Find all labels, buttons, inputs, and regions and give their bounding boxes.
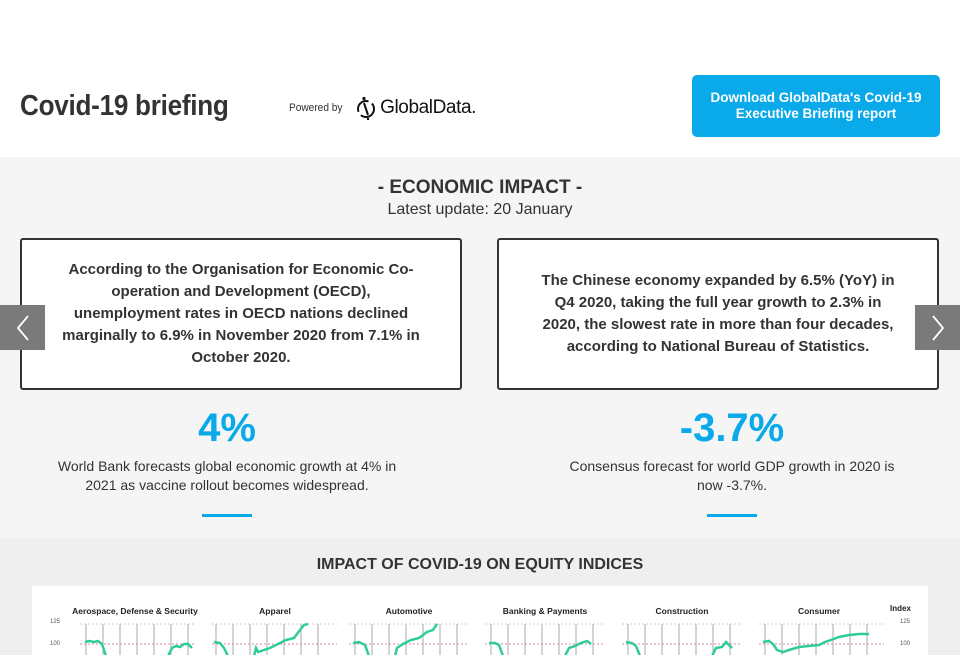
index-label: Index	[890, 604, 911, 613]
y-tick: 125	[50, 619, 61, 625]
mini-chart-title: Construction	[655, 606, 709, 616]
mini-chart: Banking & Payments	[480, 586, 610, 655]
globaldata-logo-icon	[357, 96, 376, 120]
brand-name: GlobalData.	[380, 97, 477, 118]
news-card-text: According to the Organisation for Econom…	[62, 261, 420, 366]
stat-block: -3.7% Consensus forecast for world GDP g…	[552, 405, 912, 517]
y-tick: 100	[50, 641, 61, 647]
mini-chart: Apparel	[210, 586, 340, 655]
mini-chart-title: Aerospace, Defense & Security	[72, 606, 198, 616]
mini-chart-title: Automotive	[385, 606, 433, 616]
powered-by-label: Powered by	[289, 102, 343, 114]
latest-update: Latest update: 20 January	[387, 201, 573, 218]
equity-charts-image: 125 100 Index 125 100 Aerospace, Defense…	[32, 586, 928, 655]
stat-description: Consensus forecast for world GDP growth …	[569, 458, 895, 493]
section-title: - ECONOMIC IMPACT -	[377, 177, 583, 198]
carousel-next-button[interactable]	[915, 305, 960, 350]
mini-chart-title: Banking & Payments	[502, 606, 588, 616]
mini-chart: Construction	[617, 586, 747, 655]
carousel-prev-button[interactable]	[0, 305, 45, 350]
stat-description: World Bank forecasts global economic gro…	[57, 458, 397, 493]
mini-chart: Aerospace, Defense & Security	[70, 586, 200, 655]
mini-chart: Consumer	[754, 586, 884, 655]
download-report-button[interactable]: Download GlobalData's Covid-19 Executive…	[692, 75, 940, 137]
stat-block: 4% World Bank forecasts global economic …	[47, 405, 407, 517]
stat-divider	[707, 514, 757, 517]
globaldata-logo[interactable]: GlobalData.	[355, 96, 476, 120]
y-tick: 125	[900, 619, 911, 625]
page-title: Covid-19 briefing	[20, 90, 229, 122]
stat-value: 4%	[198, 406, 256, 450]
chevron-left-icon	[16, 314, 29, 341]
powered-by: Powered by GlobalData.	[289, 96, 476, 120]
mini-chart-title: Consumer	[797, 606, 841, 616]
equity-indices-section: IMPACT OF COVID-19 ON EQUITY INDICES 125…	[0, 538, 960, 655]
site-header: Covid-19 briefing Powered by GlobalData.…	[0, 0, 960, 157]
news-card-text: The Chinese economy expanded by 6.5% (Yo…	[541, 272, 895, 355]
section-title: IMPACT OF COVID-19 ON EQUITY INDICES	[316, 556, 644, 573]
mini-chart-title: Apparel	[259, 606, 291, 616]
mini-chart: Automotive	[344, 586, 474, 655]
chevron-right-icon	[931, 314, 944, 341]
y-tick: 100	[900, 641, 911, 647]
news-card: According to the Organisation for Econom…	[20, 238, 462, 390]
stat-value: -3.7%	[679, 406, 785, 450]
economic-impact-section: - ECONOMIC IMPACT - Latest update: 20 Ja…	[0, 157, 960, 538]
news-card: The Chinese economy expanded by 6.5% (Yo…	[497, 238, 939, 390]
stat-divider	[202, 514, 252, 517]
